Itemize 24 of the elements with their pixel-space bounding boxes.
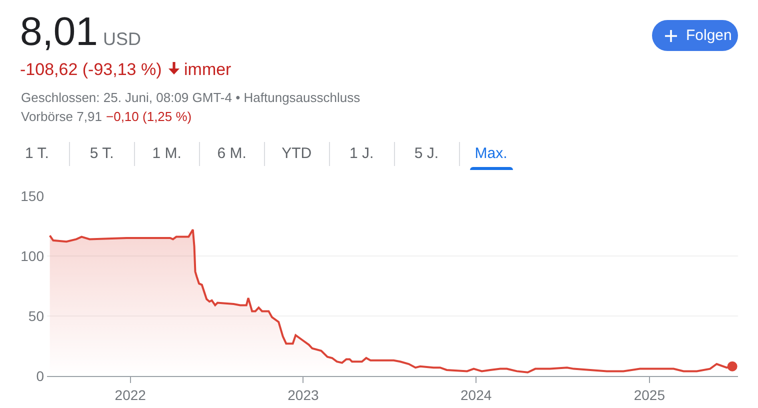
text: −0,10 (1,25 %) <box>106 109 192 124</box>
text: 6 M. <box>217 145 246 162</box>
x-tick-label: 2023 <box>288 386 319 403</box>
y-tick-label: 50 <box>28 308 44 324</box>
text: 1 J. <box>350 145 374 162</box>
y-tick-label: 0 <box>36 368 44 384</box>
y-tick-label: 150 <box>20 188 44 204</box>
text: YTD <box>282 145 312 162</box>
text: 5 J. <box>414 145 439 162</box>
text: Max. <box>474 145 508 162</box>
x-tick-label: 2024 <box>460 386 492 403</box>
text: USD <box>103 29 142 49</box>
x-tick-label: 2025 <box>634 386 666 403</box>
text: Folgen <box>686 27 732 44</box>
text: 1 T. <box>25 145 49 162</box>
text: immer <box>184 60 232 79</box>
chart-title: 8,01 <box>20 10 98 54</box>
text: -108,62 (-93,13 %) <box>20 60 162 79</box>
chart-subtitle: Geschlossen: 25. Juni, 08:09 GMT-4 • Haftungsausschluss <box>21 90 360 105</box>
text: 5 T. <box>90 145 114 162</box>
text: Vorbörse 7,91 <box>21 109 102 124</box>
y-tick-label: 100 <box>20 248 44 264</box>
x-tick-label: 2022 <box>114 386 146 403</box>
text: 1 M. <box>152 145 182 162</box>
